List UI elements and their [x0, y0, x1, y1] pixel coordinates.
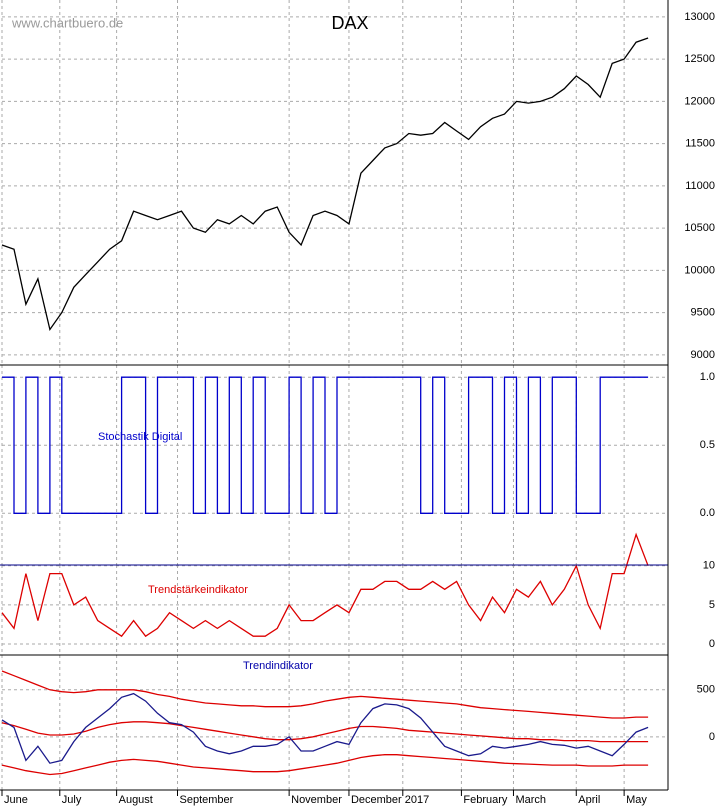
x-tick-label: August — [119, 794, 153, 806]
y-tick-label: 13000 — [684, 11, 715, 23]
series-line — [1, 692, 649, 764]
series-line — [1, 670, 649, 719]
x-tick-label: May — [626, 794, 647, 806]
x-tick-label: June — [4, 794, 28, 806]
series-line — [1, 754, 649, 776]
series-line — [1, 532, 649, 638]
y-tick-label: 9500 — [691, 307, 715, 319]
y-tick-label: 11500 — [685, 138, 715, 150]
watermark: www.chartbuero.de — [11, 15, 123, 30]
y-tick-label: 0 — [709, 638, 715, 650]
series-line — [1, 37, 649, 332]
y-tick-label: 10500 — [684, 222, 715, 234]
x-tick-label: July — [62, 794, 82, 806]
x-tick-label: September — [180, 794, 234, 806]
series-line — [2, 376, 649, 514]
y-tick-label: 10 — [703, 560, 715, 572]
panel-title: DAX — [331, 13, 368, 33]
x-tick-label: March — [515, 794, 546, 806]
x-tick-label: February — [463, 794, 508, 806]
y-tick-label: 10000 — [684, 264, 715, 276]
y-tick-label: 11000 — [685, 180, 715, 192]
y-tick-label: 12500 — [684, 53, 715, 65]
x-tick-label: November — [291, 794, 342, 806]
y-tick-label: 1.0 — [700, 371, 715, 383]
y-tick-label: 5 — [709, 599, 715, 611]
y-tick-label: 500 — [697, 684, 715, 696]
y-tick-label: 9000 — [691, 349, 715, 361]
y-tick-label: 0.5 — [700, 439, 715, 451]
series-line — [1, 721, 649, 743]
y-tick-label: 0 — [709, 731, 715, 743]
y-tick-label: 12000 — [684, 95, 715, 107]
y-tick-label: 0.0 — [700, 507, 715, 519]
x-tick-label: December — [351, 794, 402, 806]
x-tick-label: April — [578, 794, 600, 806]
x-tick-label: 2017 — [405, 794, 429, 806]
panel-title: Stochastik Digital — [98, 431, 182, 443]
panel-title: Trendindikator — [243, 660, 313, 672]
panel-title: Trendstärkeindikator — [148, 584, 248, 596]
